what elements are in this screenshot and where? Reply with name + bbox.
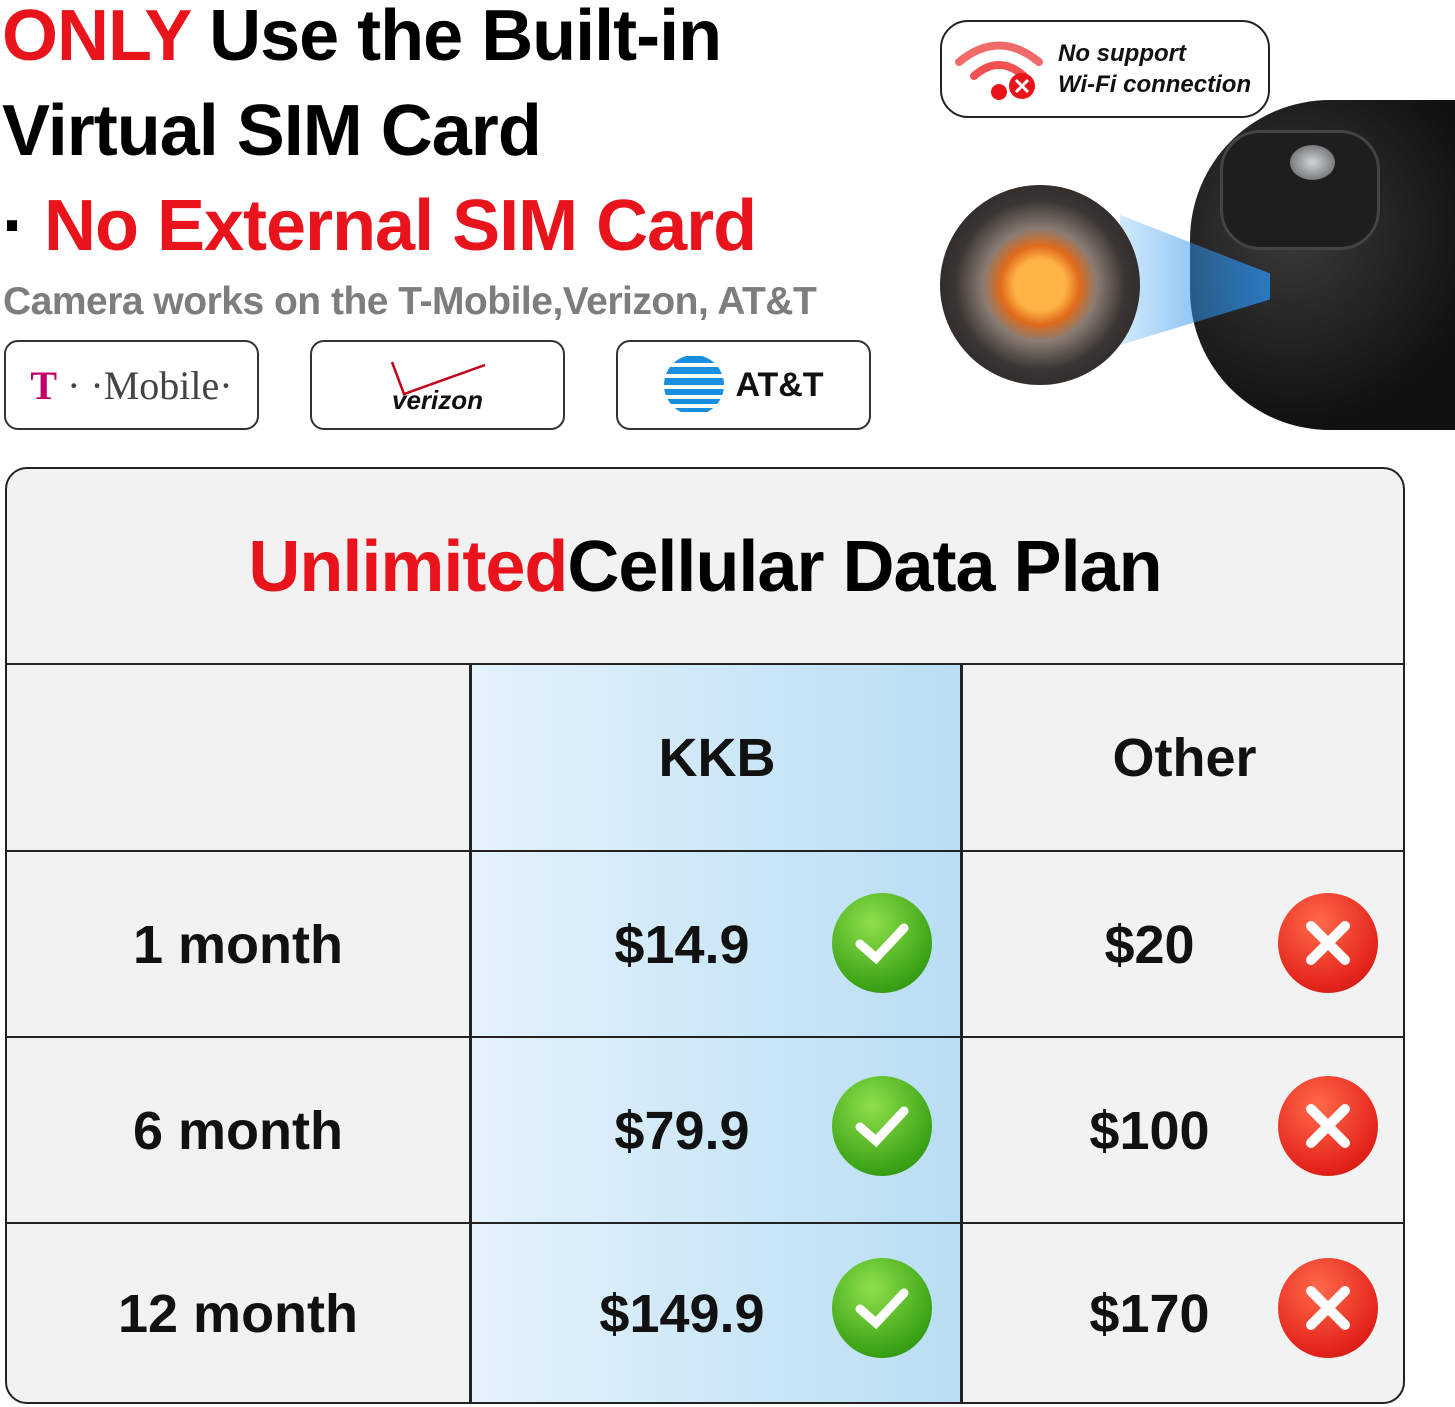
divider	[7, 1222, 1403, 1224]
wifi-off-icon	[955, 41, 1043, 100]
verizon-check-icon	[390, 361, 486, 396]
divider	[960, 665, 963, 1402]
kkb-price: $149.9	[599, 1284, 765, 1344]
data-plan-table: Unlimited Cellular Data Plan KKB Other 1…	[5, 467, 1405, 1404]
other-price: $100	[1089, 1100, 1210, 1161]
other-price: $170	[1089, 1284, 1210, 1344]
check-icon	[832, 1258, 932, 1358]
subtitle: Camera works on the T-Mobile,Verizon, AT…	[3, 280, 817, 323]
tmobile-text: · ·Mobile·	[57, 362, 233, 408]
divider	[469, 665, 472, 1402]
headline-red: No External SIM Card	[24, 186, 757, 266]
check-icon	[832, 893, 932, 993]
period: 1 month	[133, 914, 343, 975]
headline-only: ONLY	[2, 0, 191, 76]
period: 6 month	[133, 1100, 343, 1161]
kkb-price: $14.9	[614, 914, 750, 975]
sim-chip-image	[940, 185, 1140, 385]
wifi-line-1: No support	[1058, 40, 1186, 67]
verizon-text: verizon	[391, 384, 484, 415]
divider	[7, 850, 1403, 852]
att-logo: AT&T	[616, 340, 871, 430]
divider	[7, 663, 1403, 665]
cross-icon	[1278, 893, 1378, 993]
wifi-line-2: Wi-Fi connection	[1058, 71, 1252, 98]
bullet: ·	[2, 186, 26, 266]
headline-line-3: · No External SIM Card	[2, 190, 757, 262]
header-other: Other	[1112, 728, 1257, 788]
title-unlimited: Unlimited	[248, 527, 568, 607]
divider	[7, 1036, 1403, 1038]
headline-text: Use the Built-in	[190, 0, 722, 76]
header-kkb: KKB	[658, 728, 776, 788]
period: 12 month	[117, 1284, 359, 1344]
cross-icon	[1278, 1258, 1378, 1358]
check-icon	[832, 1076, 932, 1176]
no-wifi-badge: No support Wi-Fi connection	[940, 20, 1270, 118]
headline-line-1: ONLY Use the Built-in	[2, 0, 722, 72]
other-price: $20	[1104, 914, 1195, 975]
tmobile-t: T	[30, 362, 58, 408]
att-globe-icon	[664, 355, 725, 415]
cross-icon	[1278, 1076, 1378, 1176]
kkb-price: $79.9	[614, 1100, 750, 1161]
table-title: Unlimited Cellular Data Plan	[7, 469, 1403, 665]
tmobile-logo: T · ·Mobile·	[4, 340, 259, 430]
att-text: AT&T	[735, 365, 824, 404]
title-rest: Cellular Data Plan	[567, 527, 1162, 607]
verizon-logo: verizon	[310, 340, 565, 430]
headline-line-2: Virtual SIM Card	[2, 91, 542, 171]
